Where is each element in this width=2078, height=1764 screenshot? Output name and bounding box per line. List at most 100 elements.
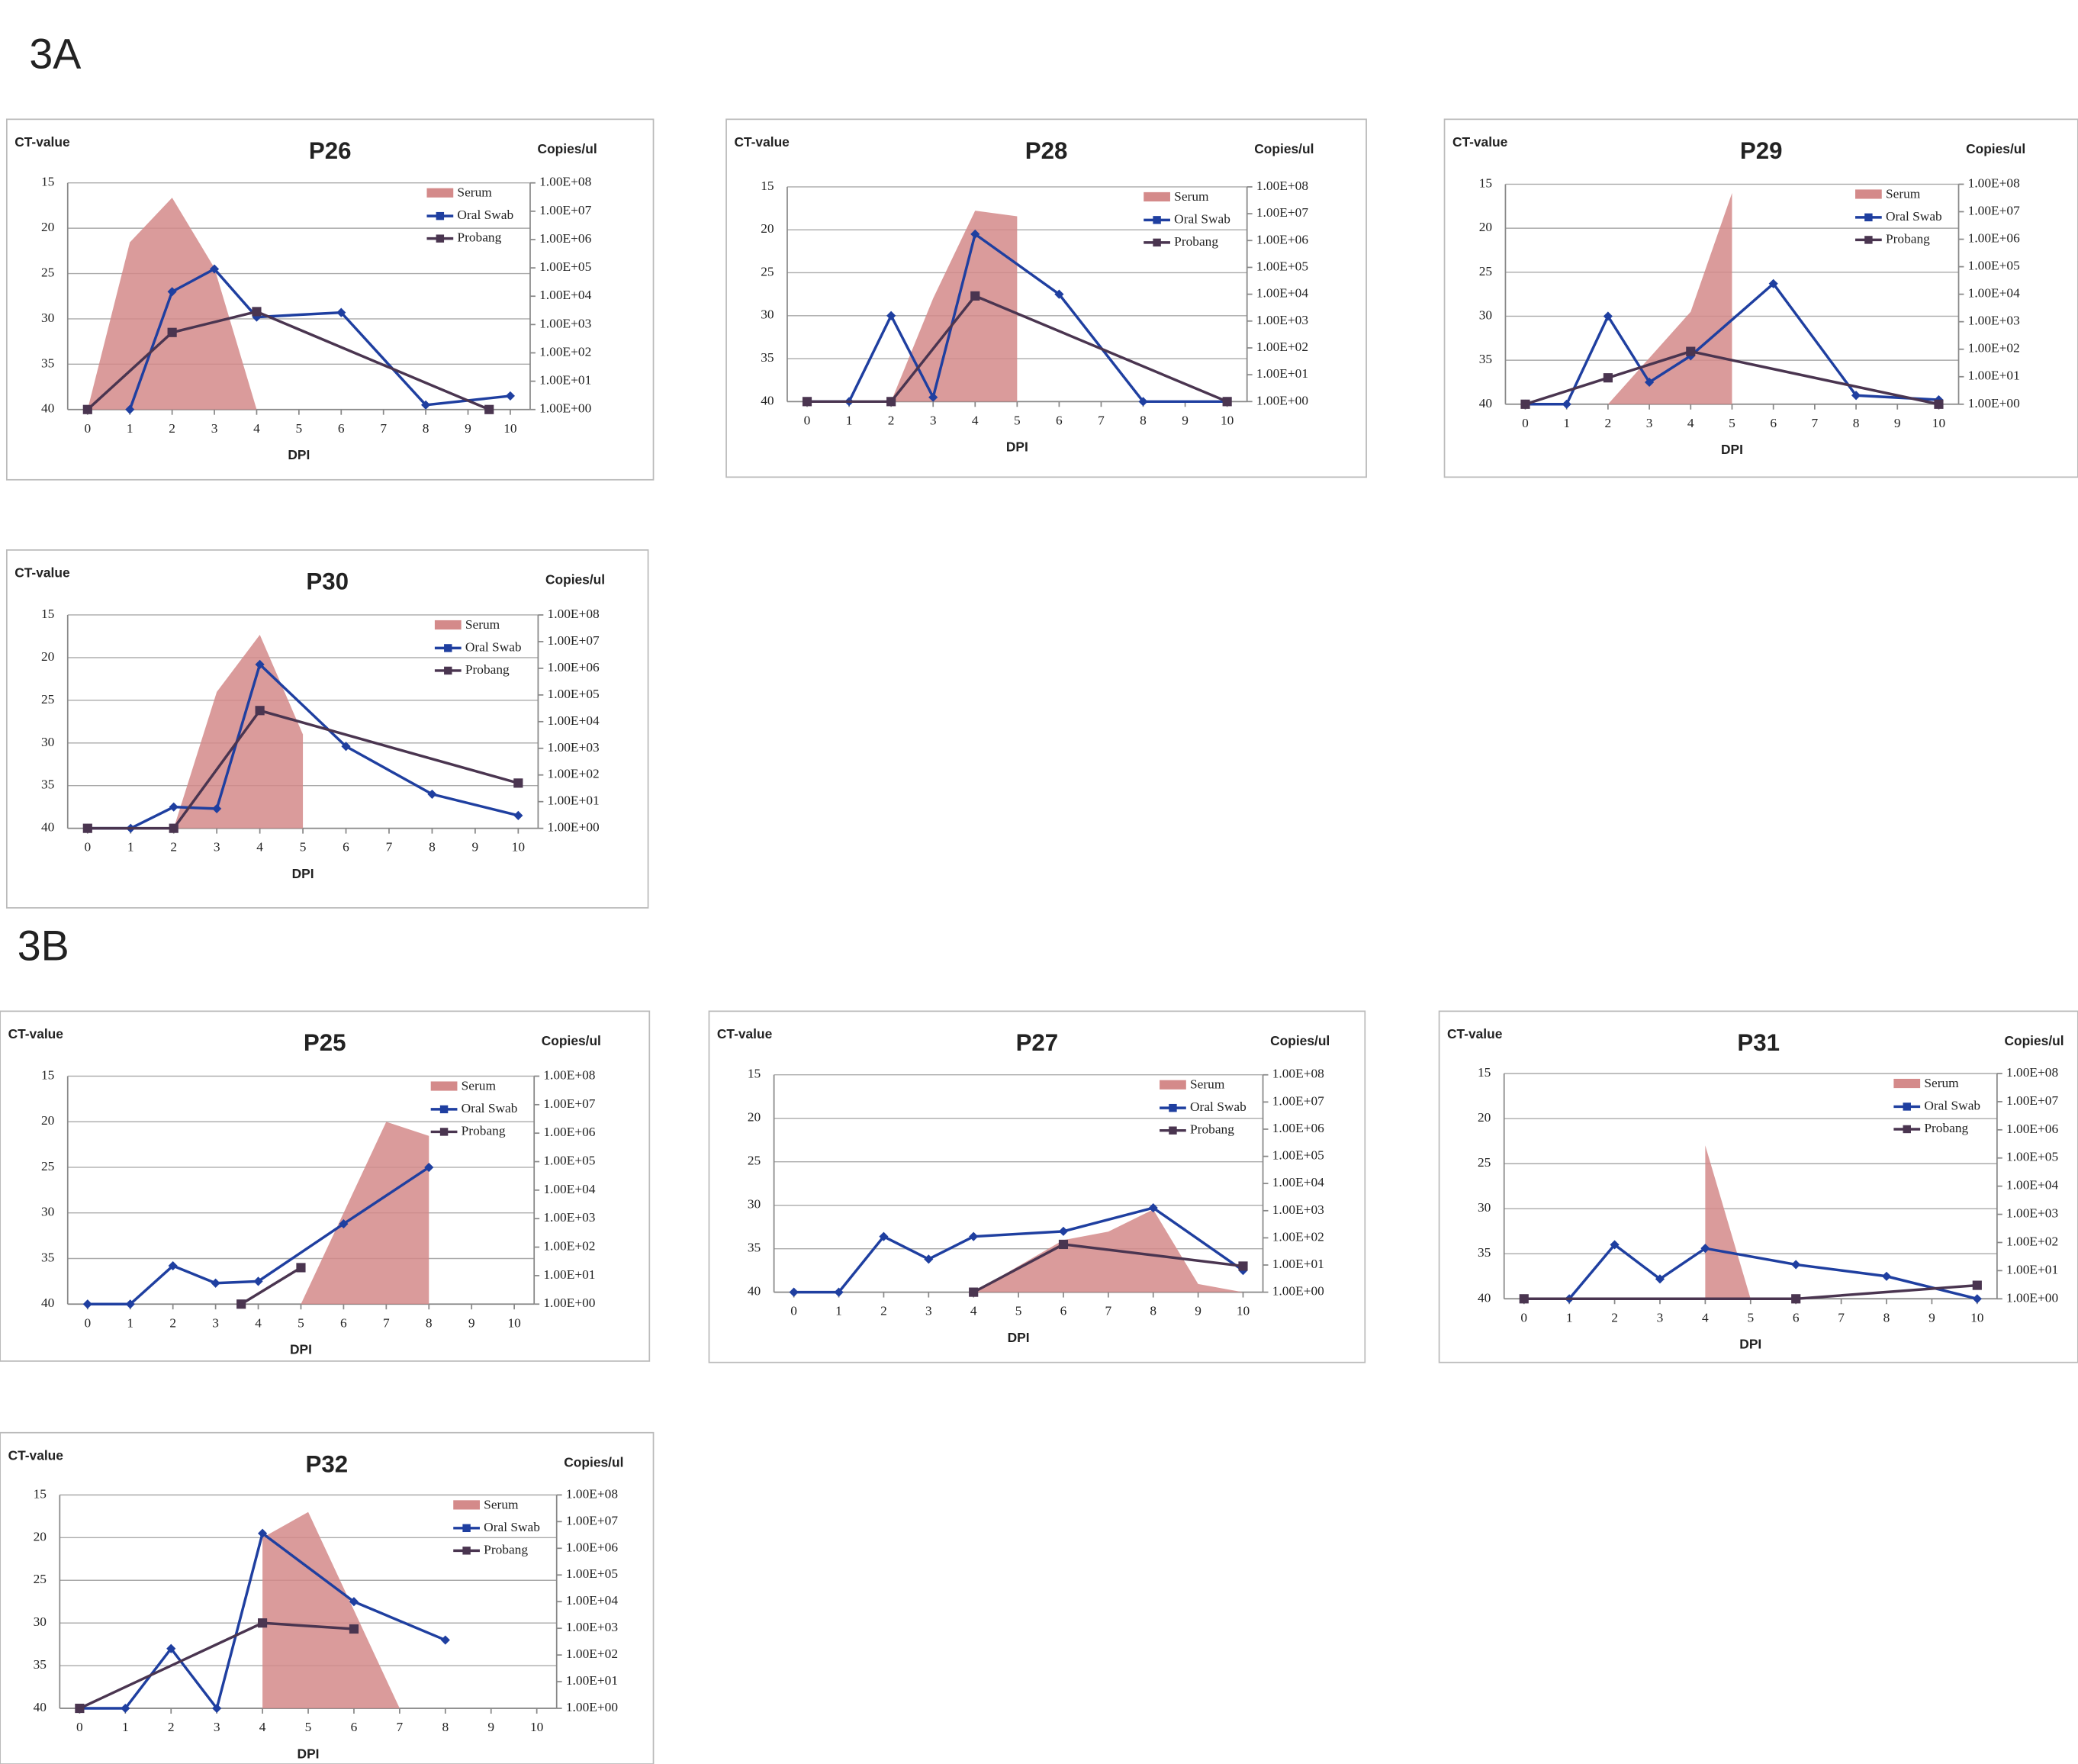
y-tick-label: 35 (41, 356, 54, 370)
x-tick-label: 1 (122, 1720, 129, 1734)
x-tick-label: 2 (1611, 1310, 1618, 1325)
y2-tick-label: 1.00E+01 (539, 373, 591, 388)
y2-tick-label: 1.00E+05 (539, 259, 591, 274)
x-tick-label: 1 (846, 413, 853, 427)
x-tick-label: 5 (296, 421, 303, 436)
x-tick-label: 0 (84, 840, 91, 855)
legend-marker (1169, 1103, 1177, 1112)
y2-tick-label: 1.00E+04 (2006, 1178, 2058, 1193)
y2-axis-label: Copies/ul (1966, 141, 2025, 156)
y2-tick-label: 1.00E+06 (539, 231, 591, 246)
y-tick-label: 15 (761, 179, 774, 193)
x-tick-label: 0 (84, 1315, 91, 1330)
x-tick-label: 2 (880, 1304, 887, 1318)
chart-title: P29 (1740, 137, 1783, 164)
legend-swatch (1855, 189, 1882, 199)
marker (169, 823, 179, 833)
x-tick-label: 5 (1747, 1310, 1754, 1325)
y2-tick-label: 1.00E+05 (543, 1153, 595, 1167)
y-tick-label: 15 (41, 175, 54, 189)
x-tick-label: 10 (1932, 416, 1946, 430)
y2-tick-label: 1.00E+01 (2006, 1262, 2058, 1276)
x-tick-label: 1 (127, 421, 133, 436)
marker (789, 1287, 799, 1297)
y-tick-label: 30 (1479, 307, 1493, 322)
x-axis-label: DPI (1008, 1330, 1030, 1345)
x-tick-label: 4 (1702, 1310, 1709, 1325)
y-tick-label: 25 (761, 264, 774, 278)
y-tick-label: 20 (761, 221, 774, 236)
y2-tick-label: 1.00E+07 (566, 1513, 618, 1527)
y2-tick-label: 1.00E+00 (2006, 1290, 2058, 1305)
y2-tick-label: 1.00E+02 (2006, 1234, 2058, 1248)
y2-tick-label: 1.00E+07 (539, 203, 591, 217)
marker (1603, 311, 1613, 321)
y2-axis-label: Copies/ul (2004, 1033, 2064, 1048)
legend-label: Oral Swab (1924, 1098, 1980, 1112)
marker (513, 778, 523, 788)
legend-label: Oral Swab (1886, 209, 1942, 224)
x-tick-label: 10 (530, 1720, 544, 1734)
legend-label: Probang (1190, 1122, 1234, 1137)
marker (258, 1618, 268, 1628)
marker (339, 1219, 349, 1229)
marker (1562, 399, 1571, 409)
x-tick-label: 7 (380, 421, 387, 436)
x-tick-label: 4 (259, 1720, 266, 1734)
x-tick-label: 6 (343, 840, 349, 855)
x-tick-label: 3 (925, 1304, 932, 1318)
legend-label: Serum (1886, 186, 1921, 201)
series-line (87, 662, 519, 830)
x-tick-label: 7 (1838, 1310, 1845, 1325)
x-tick-label: 9 (1928, 1310, 1935, 1325)
legend-label: Oral Swab (484, 1520, 540, 1534)
panel-label: 3B (18, 922, 69, 969)
y-tick-label: 40 (1478, 1290, 1491, 1305)
x-tick-label: 1 (1566, 1310, 1573, 1325)
legend-label: Oral Swab (465, 639, 522, 654)
marker (212, 803, 222, 814)
x-tick-label: 10 (512, 840, 526, 855)
legend-swatch (1160, 1080, 1186, 1090)
x-tick-label: 8 (1150, 1304, 1156, 1318)
y-tick-label: 15 (1479, 175, 1492, 190)
x-tick-label: 7 (1105, 1304, 1112, 1318)
x-tick-label: 4 (255, 1315, 262, 1330)
x-tick-label: 1 (835, 1304, 842, 1318)
marker (1148, 1203, 1158, 1213)
legend-label: Serum (465, 617, 500, 632)
y-tick-label: 30 (41, 735, 55, 749)
y2-tick-label: 1.00E+04 (566, 1593, 618, 1608)
chart-title: P27 (1016, 1029, 1059, 1056)
marker (255, 659, 265, 669)
series-line (87, 709, 519, 830)
y2-tick-label: 1.00E+00 (548, 820, 600, 835)
x-tick-label: 2 (168, 1720, 175, 1734)
y-tick-label: 15 (1478, 1065, 1491, 1080)
marker (802, 397, 812, 407)
y-axis-label: CT-value (1452, 134, 1508, 150)
x-tick-label: 5 (300, 840, 307, 855)
x-tick-label: 7 (386, 840, 393, 855)
marker (970, 229, 980, 239)
x-tick-label: 3 (212, 1315, 219, 1330)
legend-label: Probang (457, 230, 501, 245)
legend-marker (439, 1128, 449, 1136)
y2-tick-label: 1.00E+05 (566, 1566, 618, 1581)
x-tick-label: 6 (340, 1315, 347, 1330)
x-tick-label: 8 (442, 1720, 449, 1734)
chart-title: P32 (306, 1450, 349, 1477)
legend-label: Serum (1190, 1077, 1225, 1092)
x-tick-label: 9 (468, 1315, 475, 1330)
x-tick-label: 3 (1646, 416, 1653, 430)
y2-tick-label: 1.00E+03 (1256, 313, 1308, 327)
x-tick-label: 5 (305, 1720, 312, 1734)
y2-tick-label: 1.00E+07 (1256, 205, 1308, 220)
x-tick-label: 10 (507, 1315, 521, 1330)
x-tick-label: 7 (383, 1315, 390, 1330)
